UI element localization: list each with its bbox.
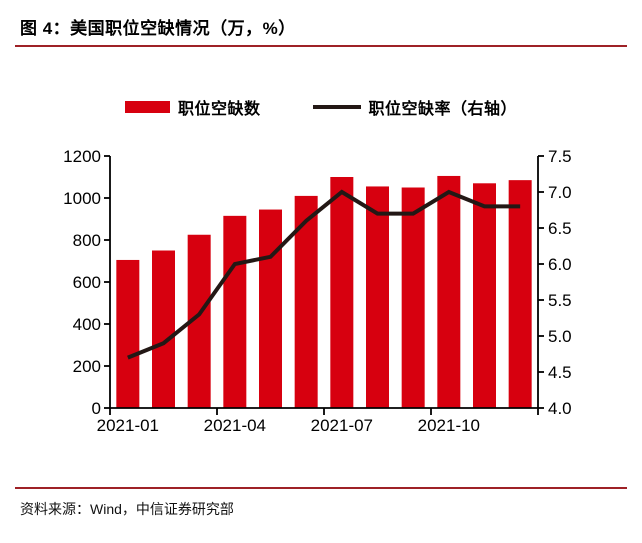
bar-series-swatch [124, 101, 170, 113]
right-tick-label: 7.0 [548, 183, 572, 202]
right-tick-label: 5.0 [548, 327, 572, 346]
left-tick-label: 800 [73, 231, 101, 250]
left-tick-label: 1000 [63, 189, 101, 208]
right-tick-label: 5.5 [548, 291, 572, 310]
right-tick-label: 4.5 [548, 363, 572, 382]
vacancy-chart: 0 200 400 600 800 1000 1200 4.0 4.5 5.0 5.5 6.0 6.5 7… [63, 147, 572, 435]
left-tick-label: 200 [73, 357, 101, 376]
legend-item-bars: 职位空缺数 [124, 95, 261, 119]
x-tick-label: 2021-01 [97, 416, 159, 435]
bar-2021-01 [116, 259, 140, 408]
legend-item-line: 职位空缺率（右轴） [312, 95, 518, 119]
bar-2021-11 [473, 183, 496, 408]
bar-2021-07 [330, 177, 354, 408]
line-series-swatch [312, 105, 361, 109]
bar-2021-04 [223, 215, 247, 408]
bar-2021-05 [259, 209, 282, 408]
x-tick-label: 2021-04 [204, 416, 266, 435]
right-tick-label: 4.0 [548, 399, 572, 418]
bar-2021-09 [401, 187, 425, 408]
line-series-label: 职位空缺率（右轴） [368, 101, 518, 118]
bar-2021-12 [508, 180, 532, 408]
source-note: 资料来源：Wind，中信证券研究部 [20, 501, 234, 517]
left-tick-label: 0 [92, 399, 101, 418]
bar-2021-10 [437, 175, 461, 408]
right-tick-label: 7.5 [548, 147, 572, 166]
x-tick-label: 2021-10 [418, 416, 480, 435]
left-tick-label: 600 [73, 273, 101, 292]
left-tick-label: 1200 [63, 147, 101, 166]
bar-2021-03 [187, 234, 211, 408]
bar-2021-08 [366, 186, 389, 408]
title-divider [15, 45, 627, 47]
right-tick-label: 6.0 [548, 255, 572, 274]
bar-series-label: 职位空缺数 [177, 101, 261, 118]
bar-2021-02 [152, 250, 175, 408]
footer-divider [15, 487, 627, 489]
right-tick-label: 6.5 [548, 219, 572, 238]
x-tick-label: 2021-07 [311, 416, 373, 435]
figure-title: 图 4：美国职位空缺情况（万，%） [20, 19, 296, 38]
left-tick-label: 400 [73, 315, 101, 334]
rate-line [127, 189, 521, 360]
chart-legend: 职位空缺数 职位空缺率（右轴） [0, 94, 642, 120]
bar-2021-06 [294, 195, 318, 408]
